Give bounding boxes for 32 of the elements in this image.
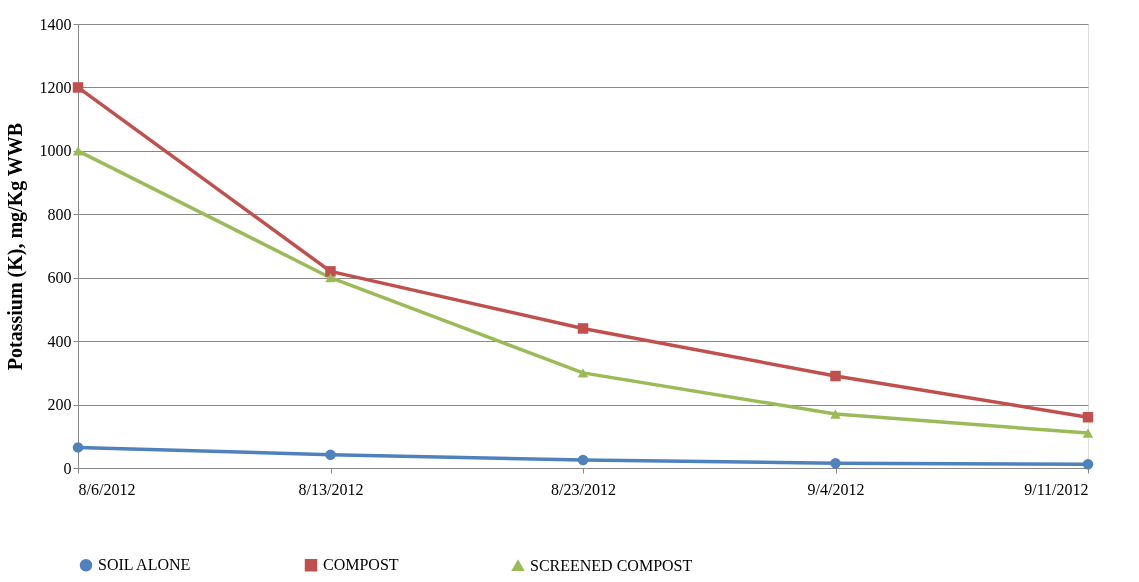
y-tick-label: 200: [47, 396, 72, 414]
point: [325, 449, 336, 460]
x-tick-label: 9/11/2012: [1024, 480, 1089, 498]
point: [1082, 428, 1094, 438]
point: [577, 323, 589, 334]
x-tick-label: 8/13/2012: [298, 480, 364, 498]
y-tick-label: 1400: [39, 15, 72, 33]
legend-label: COMPOST: [323, 556, 399, 574]
x-tick-label: 8/23/2012: [551, 480, 616, 498]
point: [830, 458, 841, 469]
y-tick-label: 1200: [39, 78, 72, 96]
y-tick-label: 400: [47, 332, 72, 350]
legend-label: SOIL ALONE: [98, 556, 191, 574]
point: [325, 266, 336, 277]
legend-label: SCREENED COMPOST: [530, 556, 693, 574]
y-tick-label: 600: [47, 269, 72, 287]
point: [72, 442, 84, 453]
point: [577, 368, 589, 378]
y-tick-label: 800: [47, 205, 72, 223]
x-tick-label: 8/6/2012: [78, 480, 136, 498]
point: [1082, 458, 1094, 470]
point: [830, 409, 841, 419]
y-tick-label: 1000: [39, 142, 72, 160]
y-tick-label: 0: [63, 459, 72, 477]
point: [72, 82, 84, 93]
point: [325, 273, 336, 283]
point: [830, 370, 841, 382]
point: [1082, 412, 1094, 423]
point: [72, 146, 84, 156]
point: [577, 454, 589, 466]
y-axis-title: Potassium (K), mg/Kg WWB: [3, 122, 27, 371]
x-tick-label: 9/4/2012: [807, 480, 865, 498]
